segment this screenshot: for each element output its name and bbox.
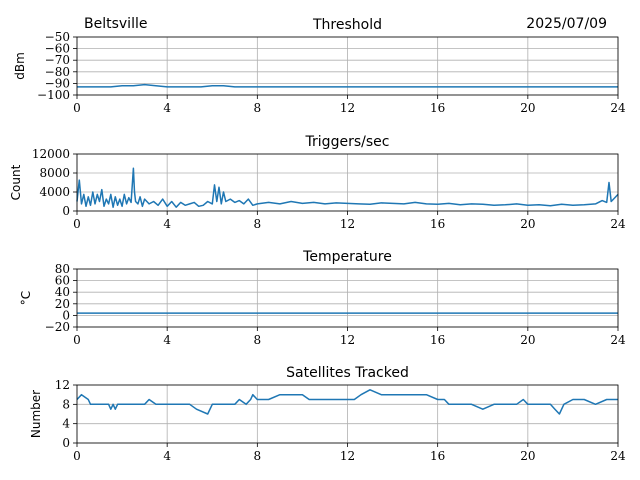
x-tick-label: 16 xyxy=(430,449,445,463)
y-tick-label: 4000 xyxy=(39,185,70,199)
x-tick-label: 12 xyxy=(340,217,355,231)
x-tick-label: 4 xyxy=(163,101,171,115)
y-tick-label: 8 xyxy=(62,397,70,411)
panel-title: Satellites Tracked xyxy=(286,365,409,381)
x-tick-label: 24 xyxy=(610,217,626,231)
y-tick-label: 20 xyxy=(55,297,70,311)
y-tick-label: 12000 xyxy=(32,147,70,161)
y-axis-label: dBm xyxy=(13,52,27,80)
y-tick-label: 40 xyxy=(55,285,70,299)
y-tick-label: 12 xyxy=(55,378,70,392)
x-tick-label: 24 xyxy=(610,449,626,463)
y-tick-label: 60 xyxy=(55,274,70,288)
chart-panel-1: 0 4 8 12 16 20 24 −100−90−80−70−60−50 Threshold d… xyxy=(13,17,626,115)
x-tick-label: 20 xyxy=(520,333,535,347)
y-axis-label: Count xyxy=(9,164,23,200)
x-tick-label: 8 xyxy=(254,217,262,231)
y-tick-label: −80 xyxy=(45,65,70,79)
x-tick-label: 16 xyxy=(430,333,445,347)
series-line xyxy=(77,83,618,88)
series-line xyxy=(76,167,619,208)
panel-title: Threshold xyxy=(312,17,382,33)
x-tick-label: 0 xyxy=(73,449,81,463)
header-location: Beltsville xyxy=(84,16,147,32)
x-tick-label: 8 xyxy=(254,101,262,115)
y-tick-label: 0 xyxy=(62,204,70,218)
x-tick-label: 12 xyxy=(340,333,355,347)
chart-panel-2: 0 4 8 12 16 20 24 0 4000 8000 12000 Triggers/sec Cou… xyxy=(9,134,626,231)
x-tick-label: 24 xyxy=(610,333,626,347)
x-tick-label: 24 xyxy=(610,101,626,115)
x-tick-label: 16 xyxy=(430,101,445,115)
panel-title: Triggers/sec xyxy=(305,134,390,150)
y-axis-label: Number xyxy=(29,390,43,438)
header-date: 2025/07/09 xyxy=(526,16,607,32)
y-tick-label: 8000 xyxy=(39,166,70,180)
x-tick-label: 12 xyxy=(340,449,355,463)
x-tick-label: 4 xyxy=(163,333,171,347)
y-tick-label: −100 xyxy=(37,88,70,102)
chart-panels: 0 4 8 12 16 20 24 −100−90−80−70−60−50 Threshold d… xyxy=(9,17,626,463)
y-tick-label: 0 xyxy=(62,436,70,450)
y-tick-label: −90 xyxy=(45,76,70,90)
y-tick-label: 0 xyxy=(62,308,70,322)
series-line xyxy=(76,389,618,415)
x-tick-label: 4 xyxy=(163,217,171,231)
x-tick-label: 0 xyxy=(73,101,81,115)
x-tick-label: 0 xyxy=(73,333,81,347)
y-tick-label: −60 xyxy=(45,42,70,56)
x-tick-label: 0 xyxy=(73,217,81,231)
y-tick-label: −20 xyxy=(45,320,70,334)
x-tick-label: 20 xyxy=(520,101,535,115)
y-tick-label: 4 xyxy=(62,417,70,431)
chart-panel-4: 0 4 8 12 16 20 24 0 4 8 12 Satellites Tracked Number xyxy=(29,365,626,463)
x-tick-label: 20 xyxy=(520,217,535,231)
y-tick-label: −70 xyxy=(45,53,70,67)
x-tick-label: 16 xyxy=(430,217,445,231)
x-tick-label: 20 xyxy=(520,449,535,463)
y-tick-label: −50 xyxy=(45,30,70,44)
x-tick-label: 12 xyxy=(340,101,355,115)
y-tick-label: 80 xyxy=(55,262,70,276)
x-tick-label: 8 xyxy=(254,449,262,463)
x-tick-label: 8 xyxy=(254,333,262,347)
panel-title: Temperature xyxy=(302,249,392,265)
x-tick-label: 4 xyxy=(163,449,171,463)
y-axis-label: °C xyxy=(19,291,33,305)
